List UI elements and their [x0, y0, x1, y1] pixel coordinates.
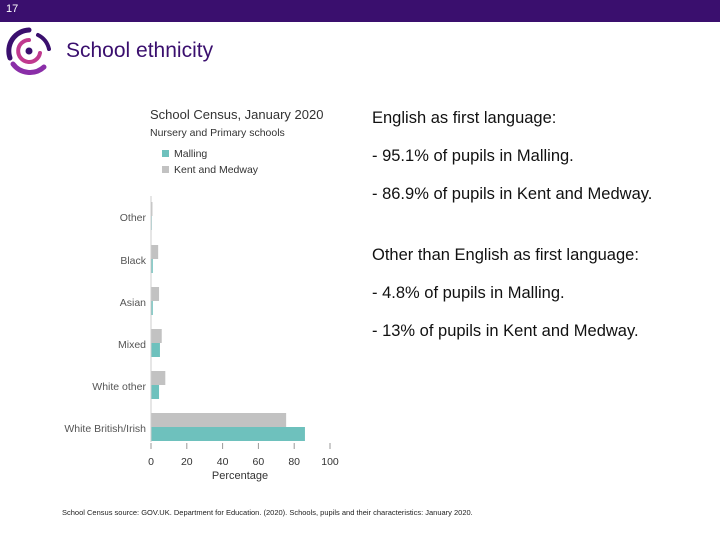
x-tick-label: 40: [217, 456, 229, 468]
x-tick-label: 100: [321, 456, 339, 468]
slide-number: 17: [6, 3, 19, 15]
chart-subtitle: Nursery and Primary schools: [150, 127, 285, 139]
x-tick-label: 80: [288, 456, 300, 468]
ethnicity-bar-chart: School Census, January 2020 Nursery and …: [64, 107, 339, 482]
page-title: School ethnicity: [66, 39, 214, 62]
first-language-malling: - 95.1% of pupils in Malling.: [372, 147, 574, 165]
x-tick-label: 20: [181, 456, 193, 468]
x-tick-label: 60: [253, 456, 265, 468]
bar-kent-medway: [151, 329, 162, 343]
bar-kent-medway: [151, 371, 166, 385]
first-language-kent: - 86.9% of pupils in Kent and Medway.: [372, 185, 653, 203]
x-axis: 0 20 40 60 80 100: [148, 196, 339, 468]
category-label: White other: [92, 381, 146, 393]
summary-text: English as first language: - 95.1% of pu…: [372, 108, 702, 342]
bar-kent-medway: [151, 202, 153, 216]
bar-malling: [151, 301, 153, 315]
first-language-heading: English as first language:: [372, 109, 557, 127]
bar-kent-medway: [151, 413, 287, 427]
category-label: Black: [120, 255, 146, 267]
bar-malling: [151, 385, 160, 399]
category-label: Mixed: [118, 339, 146, 351]
legend-label-0: Malling: [174, 148, 207, 160]
chart-area: School Census, January 2020 Nursery and …: [50, 100, 350, 490]
bar-kent-medway: [151, 287, 160, 301]
legend-swatch-0: [162, 150, 169, 157]
chart-bars: Other Black Asian Mixed White other White Bri…: [64, 202, 305, 441]
chart-legend: Malling Kent and Medway: [162, 148, 259, 176]
other-language-heading: Other than English as first language:: [372, 246, 639, 264]
other-language-kent: - 13% of pupils in Kent and Medway.: [372, 322, 639, 340]
x-axis-label: Percentage: [212, 470, 268, 482]
top-bar: 17: [0, 0, 720, 22]
legend-label-1: Kent and Medway: [174, 164, 259, 176]
legend-swatch-1: [162, 166, 169, 173]
category-label: Other: [120, 212, 147, 224]
bar-kent-medway: [151, 245, 159, 259]
bar-malling: [151, 259, 153, 273]
source-footnote: School Census source: GOV.UK. Department…: [62, 508, 473, 517]
other-language-malling: - 4.8% of pupils in Malling.: [372, 284, 565, 302]
bar-malling: [151, 343, 160, 357]
category-label: Asian: [120, 297, 146, 309]
bar-malling: [151, 427, 305, 441]
category-label: White British/Irish: [64, 423, 146, 435]
x-tick-label: 0: [148, 456, 154, 468]
chart-title: School Census, January 2020: [150, 107, 323, 122]
logo-icon: [6, 27, 51, 75]
